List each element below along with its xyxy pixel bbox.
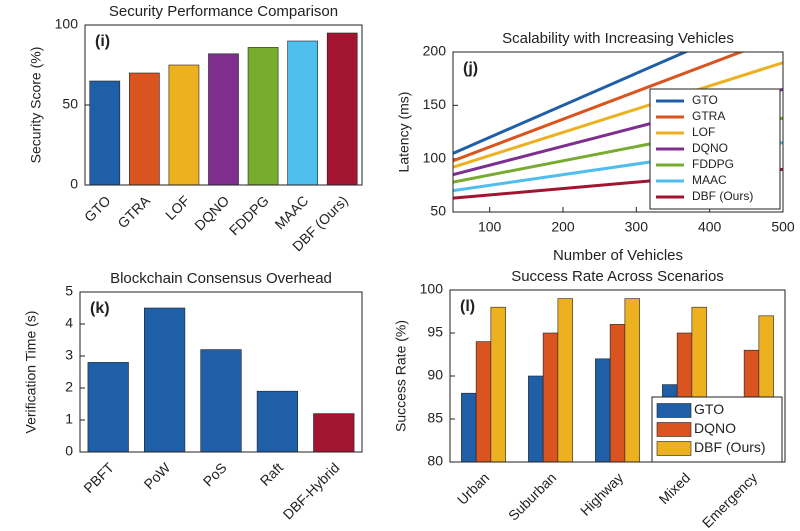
legend-swatch [656,403,692,418]
legend-label: DBF (Ours) [692,189,753,203]
x-tick-label: Suburban [505,469,559,523]
legend-label: LOF [692,125,715,139]
panel-annotation: (k) [90,300,110,317]
chart-panel: Success Rate Across Scenarios Success Rat… [393,268,786,531]
y-axis-label: Success Rate (%) [393,320,409,432]
bar [542,332,559,463]
y-tick-label: 0 [65,443,73,459]
x-tick-label: PBFT [80,459,117,496]
y-tick-label: 0 [70,176,78,192]
chart-panel: Scalability with Increasing Vehicles Late… [396,30,795,264]
x-tick-label: GTRA [114,192,153,231]
y-tick-label: 90 [427,367,443,383]
series-line [453,61,783,169]
chart-panel: Blockchain Consensus Overhead Verificatio… [23,270,363,522]
y-tick-label: 100 [55,16,79,32]
y-tick-label: 100 [420,281,444,297]
legend-label: GTO [694,401,724,417]
panel-annotation: (i) [95,33,110,50]
bar [200,349,242,453]
x-tick-label: Highway [577,469,626,518]
bar [557,298,573,463]
axes-box [449,289,786,463]
x-tick-label: 500 [771,219,795,235]
x-tick-label: PoW [141,459,174,492]
axes-box [79,291,363,453]
x-tick-label: FDDPG [226,192,272,238]
y-tick-label: 150 [423,96,447,112]
legend-label: DQNO [694,420,736,436]
legend-swatch [656,422,692,437]
x-axis-label: Number of Vehicles [553,247,683,264]
chart-title: Blockchain Consensus Overhead [110,270,332,287]
y-tick-label: 4 [65,315,73,331]
y-tick-label: 1 [65,411,73,427]
legend-label: MAAC [692,173,727,187]
x-tick-label: Mixed [656,469,694,507]
x-tick-label: Emergency [699,469,760,530]
axes-box [84,24,363,186]
bar [89,80,121,186]
y-tick-label: 85 [427,410,443,426]
bar [475,341,492,463]
y-tick-label: 100 [423,149,447,165]
x-tick-label: 300 [625,219,649,235]
bar [490,306,506,463]
axes-box [452,51,784,213]
x-tick-label: LOF [162,192,193,223]
legend-label: FDDPG [692,157,734,171]
y-tick-label: 2 [65,379,73,395]
y-axis-label: Security Score (%) [28,47,44,164]
bar [208,53,239,186]
bar [247,47,279,186]
y-tick-label: 3 [65,347,73,363]
x-tick-label: 200 [551,219,575,235]
bar [528,375,544,463]
chart-title: Security Performance Comparison [109,3,338,20]
y-tick-label: 50 [430,203,446,219]
legend-label: DQNO [692,141,728,155]
x-tick-label: DBF-Hybrid [280,459,343,522]
bar [168,64,200,186]
y-tick-label: 50 [62,96,78,112]
panel-annotation: (j) [463,60,478,77]
bar [313,413,355,453]
bar [87,362,129,453]
bar [609,324,626,463]
y-axis-label: Latency (ms) [396,92,412,173]
y-tick-label: 80 [427,453,443,469]
x-tick-label: PoS [200,459,230,489]
bar [595,358,611,463]
series-line [453,52,745,163]
x-tick-label: Urban [454,469,492,507]
chart-title: Scalability with Increasing Vehicles [502,30,734,47]
chart-panel: Security Performance Comparison Security … [28,3,363,254]
bar [129,72,160,186]
bar [143,307,186,453]
bar [461,392,477,463]
x-tick-label: 400 [698,219,722,235]
legend-label: DBF (Ours) [694,439,766,455]
bar [624,298,640,463]
x-tick-label: GTO [81,192,114,225]
bar [326,32,358,186]
legend-swatch [656,441,692,456]
y-tick-label: 200 [423,43,447,59]
y-axis-label: Verification Time (s) [23,311,39,434]
bar [256,390,299,453]
panel-annotation: (l) [460,298,475,315]
legend-label: GTO [692,93,718,107]
bar [287,40,318,186]
x-tick-label: Raft [257,459,287,489]
y-tick-label: 5 [65,283,73,299]
series-line [453,52,689,155]
y-tick-label: 95 [427,324,443,340]
chart-title: Success Rate Across Scenarios [511,268,724,285]
legend-label: GTRA [692,109,725,123]
x-tick-label: 100 [478,219,502,235]
